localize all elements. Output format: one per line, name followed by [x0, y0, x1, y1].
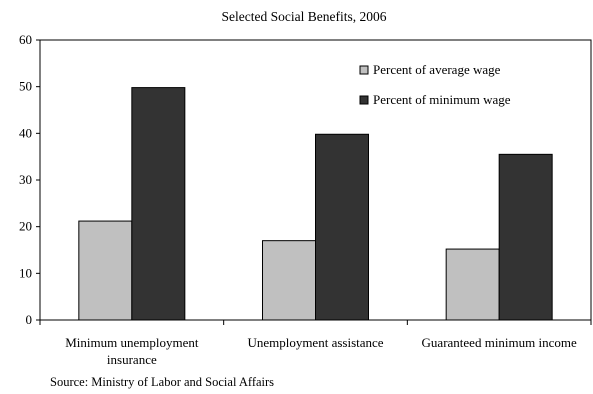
source-note: Source: Ministry of Labor and Social Aff… — [50, 375, 274, 389]
category-label-line: Guaranteed minimum income — [422, 335, 577, 350]
bar — [131, 87, 186, 321]
category-label-line: Minimum unemployment — [65, 335, 199, 350]
bar — [315, 133, 369, 321]
legend-swatch — [359, 65, 369, 75]
legend: Percent of average wage Percent of minimu… — [359, 62, 511, 107]
y-tick-label: 60 — [19, 32, 32, 47]
category-label-line: Unemployment assistance — [247, 335, 383, 350]
y-tick-label: 10 — [19, 265, 32, 280]
bar — [78, 220, 133, 321]
y-axis: 0 10 20 30 40 50 60 — [19, 32, 40, 327]
category-label-line: insurance — [107, 352, 157, 367]
bars — [78, 87, 553, 321]
legend-swatch — [359, 95, 369, 105]
category-label: Minimum unemployment insurance — [65, 335, 199, 367]
chart-title: Selected Social Benefits, 2006 — [222, 9, 387, 24]
category-label: Guaranteed minimum income — [422, 335, 577, 350]
legend-label: Percent of minimum wage — [373, 92, 511, 107]
y-tick-label: 20 — [19, 219, 32, 234]
y-tick-label: 40 — [19, 125, 32, 140]
y-tick-label: 30 — [19, 172, 32, 187]
y-tick-label: 0 — [26, 312, 33, 327]
bar — [445, 248, 500, 321]
y-tick-label: 50 — [19, 79, 32, 94]
bar — [498, 153, 553, 321]
legend-label: Percent of average wage — [373, 62, 501, 77]
category-label: Unemployment assistance — [247, 335, 383, 350]
x-axis: Minimum unemployment insurance Unemploymen… — [39, 320, 592, 367]
bar — [262, 240, 316, 321]
